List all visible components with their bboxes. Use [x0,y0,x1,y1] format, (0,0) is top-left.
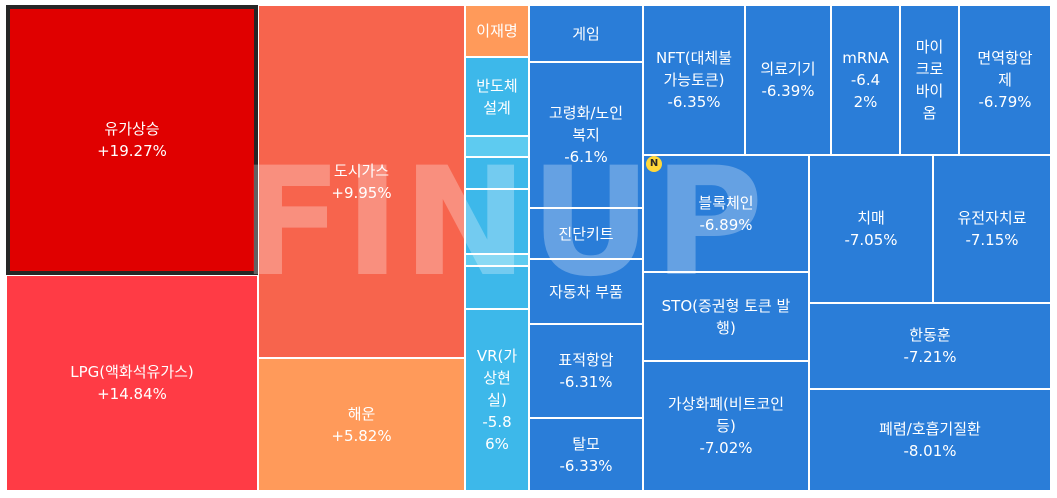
tile-name: 의료기기 [760,60,816,78]
tile-microbiome[interactable]: 마이 크로 바이 옴 [900,5,959,155]
tile-name: 자동차 부품 [549,282,623,301]
tile-blank4[interactable] [465,254,529,266]
tile-name: 폐렴/호흡기질환 [879,420,981,438]
tile-name: 이재명 [476,22,518,40]
tile-blank1[interactable] [465,136,529,157]
tile-semiconductor-design[interactable]: 반도체 설계 [465,57,529,136]
tile-change: -7.05% [844,231,898,249]
tile-name: 면역항암 제 [977,49,1033,89]
tile-game[interactable]: 게임 [529,5,643,62]
tile-name: 진단키트 [558,224,614,243]
tile-name: mRNA [842,49,889,67]
tile-name: 유전자치료 [957,209,1027,227]
tile-lpg[interactable]: LPG(액화석유가스) +14.84% [6,275,258,491]
tile-change: -6.89% [699,215,753,234]
tile-blockchain[interactable]: 블록체인 -6.89% [643,155,809,272]
tile-gene-therapy[interactable]: 유전자치료 -7.15% [933,155,1051,303]
tile-name: 치매 [857,209,885,227]
tile-name: 유가상승 [104,120,160,138]
tile-name: 가상화폐(비트코인 등) [667,395,785,435]
tile-name: 마이 크로 바이 옴 [915,38,944,122]
tile-change: +19.27% [97,142,167,160]
tile-change: -6.33% [559,456,613,475]
tile-medical-device[interactable]: 의료기기 -6.39% [745,5,831,155]
tile-name: NFT(대체불 가능토큰) [656,49,732,89]
tile-immunotherapy[interactable]: 면역항암 제 -6.79% [959,5,1051,155]
tile-city-gas[interactable]: 도시가스 +9.95% [258,5,465,358]
tile-change: -8.01% [903,442,957,460]
tile-change: -6.31% [559,373,613,391]
tile-name: 게임 [572,24,600,43]
tile-name: LPG(액화석유가스) [70,363,194,381]
tile-blank5[interactable] [465,266,529,309]
tile-lee-jaemyung[interactable]: 이재명 [465,5,529,57]
tile-change: -7.02% [699,439,753,457]
tile-change: -6.35% [667,93,721,111]
tile-change: -7.21% [903,348,957,366]
tile-name: 고령화/노인 복지 [548,104,624,144]
tile-name: 탈모 [572,434,600,453]
tile-name: 표적항암 [558,351,614,369]
tile-blank3[interactable] [465,189,529,254]
tile-crypto[interactable]: 가상화폐(비트코인 등) -7.02% [643,361,809,491]
tile-sto[interactable]: STO(증권형 토큰 발 행) [643,272,809,361]
tile-dementia[interactable]: 치매 -7.05% [809,155,933,303]
tile-hanhdonghun[interactable]: 한동훈 -7.21% [809,303,1051,389]
tile-change: +9.95% [331,183,392,202]
tile-name: 반도체 설계 [476,76,518,117]
tile-name: 블록체인 [698,193,754,212]
tile-change: -5.8 6% [482,413,512,453]
tile-target-anticancer[interactable]: 표적항암 -6.31% [529,324,643,418]
tile-name: STO(증권형 토큰 발 행) [661,296,791,337]
tile-diagnostic-kit[interactable]: 진단키트 [529,208,643,259]
tile-change: -6.4 2% [850,71,881,111]
tile-oil-up[interactable]: 유가상승 +19.27% [6,5,258,275]
tile-mrna[interactable]: mRNA -6.4 2% [831,5,900,155]
tile-blank2[interactable] [465,157,529,189]
tile-hair-loss[interactable]: 탈모 -6.33% [529,418,643,491]
tile-change: +14.84% [97,385,167,403]
tile-auto-parts[interactable]: 자동차 부품 [529,259,643,324]
new-badge: N [646,156,662,172]
tile-elderly-welfare[interactable]: 고령화/노인 복지 -6.1% [529,62,643,208]
tile-vr[interactable]: VR(가 상현 실) -5.8 6% [465,309,529,491]
tile-nft[interactable]: NFT(대체불 가능토큰) -6.35% [643,5,745,155]
tile-lung-disease[interactable]: 폐렴/호흡기질환 -8.01% [809,389,1051,491]
tile-change: -6.1% [564,148,608,166]
tile-name: VR(가 상현 실) [476,347,518,409]
tile-name: 해운 [347,404,376,423]
tile-change: -6.39% [761,82,815,100]
tile-change: -7.15% [965,231,1019,249]
tile-change: -6.79% [978,93,1032,111]
tile-change: +5.82% [331,426,392,445]
tile-name: 도시가스 [333,161,390,180]
tile-name: 한동훈 [909,326,951,344]
tile-shipping[interactable]: 해운 +5.82% [258,358,465,491]
